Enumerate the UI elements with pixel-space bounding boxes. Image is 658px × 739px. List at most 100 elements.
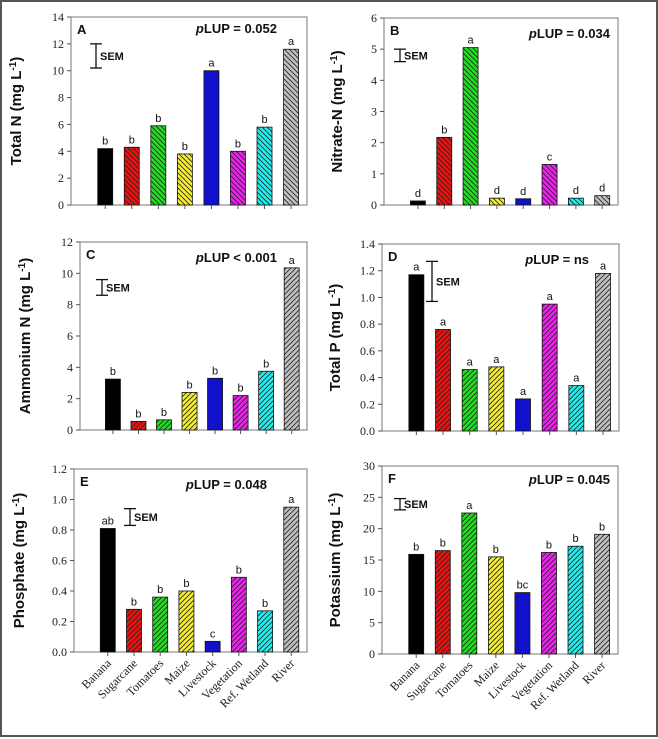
significance-letter: b: [238, 383, 244, 395]
y-tick-label: 1.0: [360, 290, 375, 304]
bar-sugarcane: [123, 146, 140, 206]
superscript: -1: [8, 61, 19, 70]
panel-b: 0 1 2 3 4 5 6 Nitrate-N (mg L-1) B SEM d b a d d c d d: [329, 11, 619, 212]
significance-letter: b: [235, 138, 241, 150]
bar-livestock: [514, 592, 531, 655]
y-tick-label: 0.2: [360, 397, 375, 411]
significance-letter: b: [129, 134, 135, 146]
significance-letter: d: [415, 188, 421, 200]
bar-banana: [410, 200, 426, 206]
significance-letter: a: [413, 262, 420, 274]
panel-e: 0.0 0.2 0.4 0.6 0.8 1.0 1.2 Phosphate (mg L-1) E…: [11, 462, 308, 711]
significance-letter: a: [208, 58, 215, 70]
bar-banana: [408, 274, 425, 432]
y-tick-label: 15: [363, 553, 375, 567]
p-value-annotation: pLUP < 0.001: [195, 250, 277, 265]
significance-letter: a: [467, 357, 474, 369]
y-label-text: Total P (mg L: [327, 298, 344, 392]
bar-river: [594, 195, 611, 206]
y-label-text: Nitrate-N (mg L: [329, 64, 346, 172]
paren: ): [327, 493, 344, 498]
superscript: -1: [11, 497, 22, 506]
y-tick-label: 10: [52, 64, 64, 78]
bar-tomatoes: [152, 596, 169, 653]
y-tick-label: 5: [369, 616, 375, 630]
bar-livestock: [203, 70, 220, 206]
bar-sugarcane: [436, 136, 453, 206]
significance-letter: d: [573, 185, 579, 197]
significance-letter: a: [600, 260, 607, 272]
panel-letter: A: [77, 22, 87, 37]
y-tick-label: 0: [67, 423, 73, 437]
significance-letter: b: [161, 407, 167, 419]
significance-letter: a: [493, 354, 500, 366]
y-tick-label: 0.0: [52, 645, 67, 659]
y-axis-label: Total N (mg L-1): [8, 57, 26, 166]
y-tick-label: 12: [52, 37, 64, 51]
panel-letter: F: [388, 471, 396, 486]
y-tick-label: 2: [371, 136, 377, 150]
bar-vegetation: [230, 150, 246, 206]
y-tick-label: 0.8: [360, 317, 375, 331]
p-value-annotation: pLUP = 0.052: [195, 21, 277, 36]
superscript: -1: [17, 262, 28, 271]
bar-tomatoes: [150, 125, 167, 206]
bar-ref-wetland: [256, 126, 273, 206]
bar-sugarcane: [434, 550, 451, 655]
y-tick-label: 0: [369, 647, 375, 661]
bar-river: [595, 272, 611, 432]
y-tick-label: 1: [371, 167, 377, 181]
significance-letter: a: [573, 373, 580, 385]
bar-vegetation: [541, 552, 557, 655]
bar-banana: [99, 528, 116, 653]
panel-letter: C: [86, 247, 96, 262]
significance-letter: b: [157, 584, 163, 596]
bar-tomatoes: [462, 47, 479, 206]
y-axis-label: Total P (mg L-1): [327, 284, 345, 392]
bar-banana: [97, 148, 114, 206]
sem-label: SEM: [404, 50, 428, 62]
plot-frame: [383, 17, 619, 206]
bar-river: [283, 48, 299, 206]
bar-maize: [178, 590, 195, 653]
p-value-annotation: pLUP = ns: [525, 252, 589, 267]
significance-letter: d: [599, 183, 605, 195]
y-axis-label: Ammonium N (mg L-1): [17, 258, 35, 414]
significance-letter: a: [468, 35, 475, 47]
paren: ): [17, 258, 34, 263]
significance-letter: b: [212, 365, 218, 377]
y-tick-label: 2: [58, 171, 64, 185]
panel-letter: E: [80, 474, 89, 489]
significance-letter: b: [441, 124, 447, 136]
bar-vegetation: [230, 576, 247, 653]
superscript: -1: [327, 288, 338, 297]
bar-sugarcane: [130, 420, 147, 431]
y-tick-label: 6: [67, 329, 73, 343]
y-tick-label: 1.4: [360, 237, 375, 251]
bar-tomatoes: [156, 419, 172, 431]
y-axis-label: Potassium (mg L-1): [327, 493, 345, 628]
y-tick-label: 6: [371, 11, 377, 25]
bar-sugarcane: [126, 608, 142, 653]
bar-banana: [105, 378, 121, 431]
significance-letter: a: [440, 316, 447, 328]
y-tick-label: 1.0: [52, 493, 67, 507]
y-tick-label: 4: [67, 360, 73, 374]
y-axis-label: Phosphate (mg L-1): [11, 493, 29, 629]
bar-ref-wetland: [258, 370, 275, 431]
significance-letter: c: [547, 151, 553, 163]
significance-letter: b: [263, 358, 269, 370]
bar-tomatoes: [461, 512, 478, 655]
significance-letter: a: [289, 255, 296, 267]
significance-letter: ab: [102, 515, 114, 527]
y-tick-label: 0.0: [360, 424, 375, 438]
significance-letter: a: [466, 500, 473, 512]
significance-letter: a: [288, 494, 295, 506]
y-tick-label: 0: [58, 198, 64, 212]
y-tick-label: 1.2: [360, 264, 375, 278]
significance-letter: b: [572, 533, 578, 545]
significance-letter: b: [131, 596, 137, 608]
y-tick-label: 25: [363, 490, 375, 504]
y-label-text: Potassium (mg L: [327, 507, 344, 628]
